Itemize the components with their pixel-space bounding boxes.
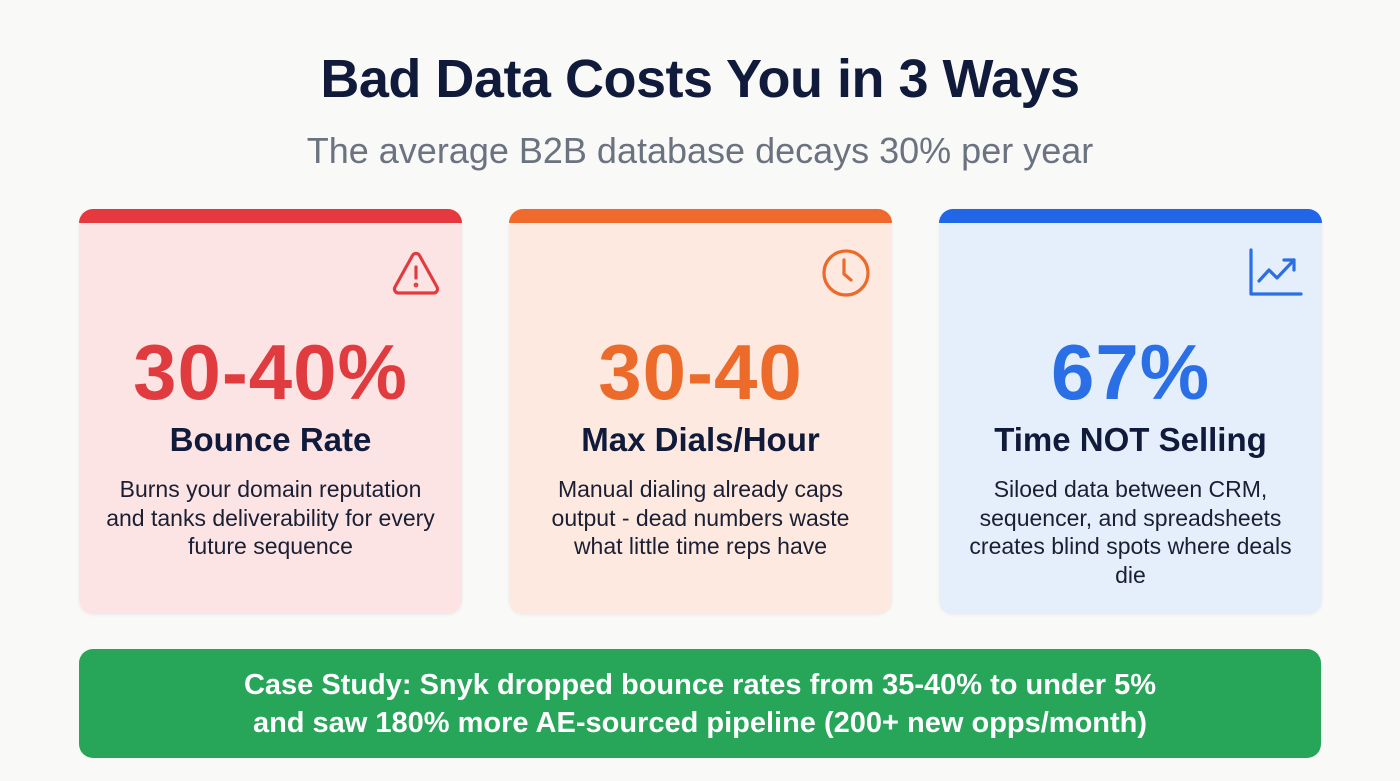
- card-accent-bar: [509, 209, 892, 223]
- stat-label: Time NOT Selling: [994, 421, 1267, 458]
- stat-label: Max Dials/Hour: [581, 421, 820, 458]
- stat-value: 30-40%: [133, 328, 408, 416]
- page-title: Bad Data Costs You in 3 Ways: [320, 49, 1080, 109]
- card-accent-bar: [939, 209, 1322, 223]
- warning-triangle-icon: [392, 251, 440, 295]
- stat-card-max-dials: 30-40 Max Dials/Hour Manual dialing alre…: [509, 209, 892, 614]
- stat-description: Burns your domain reputation and tanks d…: [106, 476, 435, 559]
- clock-icon: [822, 249, 870, 297]
- stat-card-bounce-rate: 30-40% Bounce Rate Burns your domain rep…: [79, 209, 462, 614]
- stat-value: 67%: [1050, 328, 1211, 416]
- card-accent-bar: [79, 209, 462, 223]
- case-study-line-1: Case Study: Snyk dropped bounce rates fr…: [243, 668, 1157, 701]
- stat-card-time-not-selling: 67% Time NOT Selling Siloed data between…: [939, 209, 1322, 614]
- page-subtitle: The average B2B database decays 30% per …: [306, 130, 1094, 171]
- trending-up-chart-icon: [1249, 248, 1303, 296]
- stat-label: Bounce Rate: [169, 421, 372, 458]
- stat-description: Siloed data between CRM, sequencer, and …: [969, 476, 1292, 588]
- case-study-line-2: and saw 180% more AE-sourced pipeline (2…: [252, 706, 1148, 739]
- stat-value: 30-40: [598, 328, 803, 416]
- stat-description: Manual dialing already caps output - dea…: [551, 476, 850, 559]
- case-study-banner: Case Study: Snyk dropped bounce rates fr…: [79, 649, 1321, 758]
